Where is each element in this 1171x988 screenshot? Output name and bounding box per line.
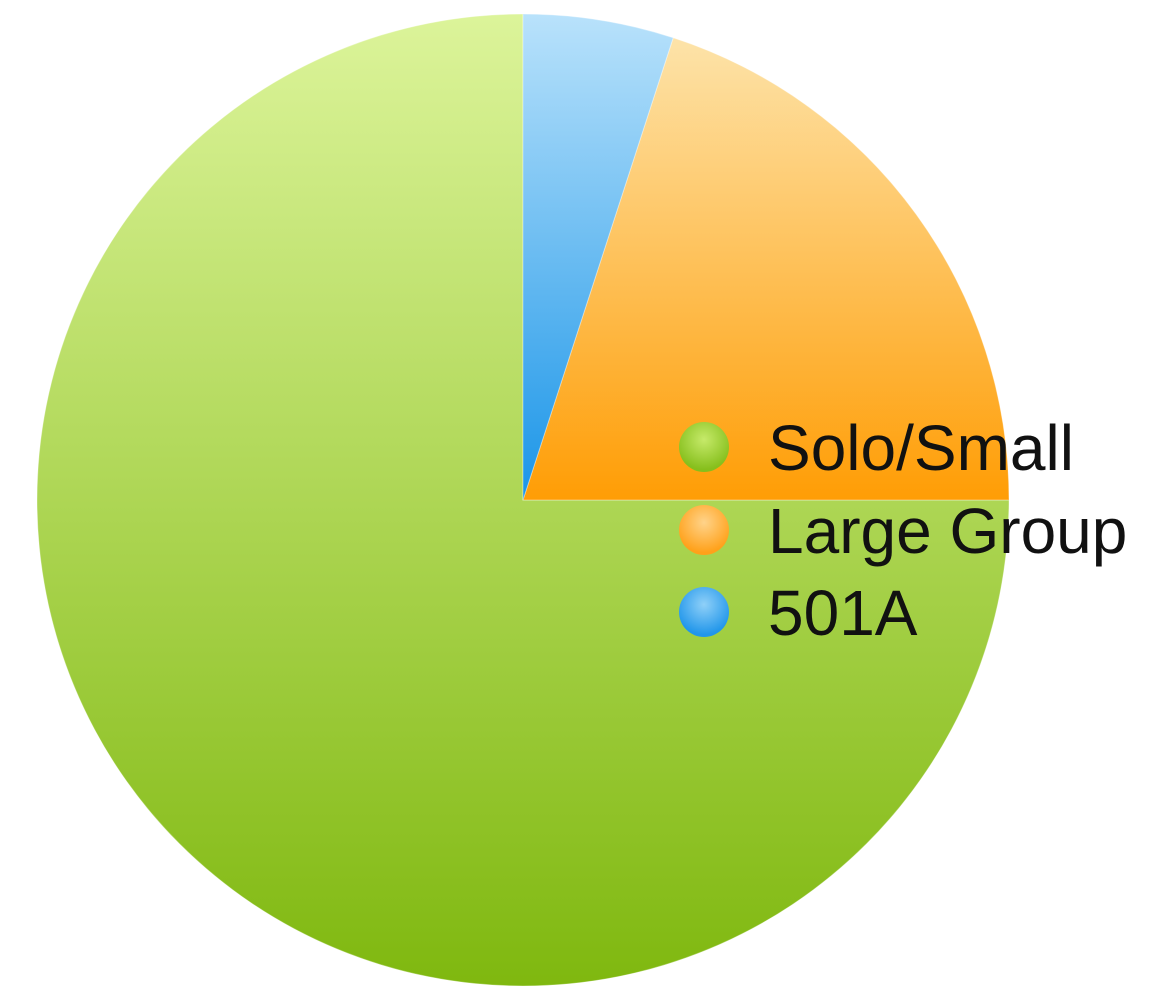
- legend-label-large-group: Large Group: [768, 495, 1127, 567]
- legend-label-solo-small: Solo/Small: [768, 412, 1074, 484]
- pie-slices: [36, 13, 1010, 987]
- legend-swatch-solo-small: [679, 422, 729, 472]
- legend-swatch-501a: [679, 587, 729, 637]
- legend-label-501a: 501A: [768, 577, 918, 649]
- legend-swatch-large-group: [679, 505, 729, 555]
- pie-slice-501a: [522, 13, 674, 501]
- pie-slice-large-group: [522, 37, 1010, 501]
- legend: Solo/Small Large Group 501A: [679, 412, 1127, 649]
- legend-entry-solo-small: Solo/Small: [679, 412, 1074, 484]
- pie-slice-solo-small: [36, 13, 1010, 987]
- legend-entry-large-group: Large Group: [679, 495, 1127, 567]
- legend-entry-501a: 501A: [679, 577, 918, 649]
